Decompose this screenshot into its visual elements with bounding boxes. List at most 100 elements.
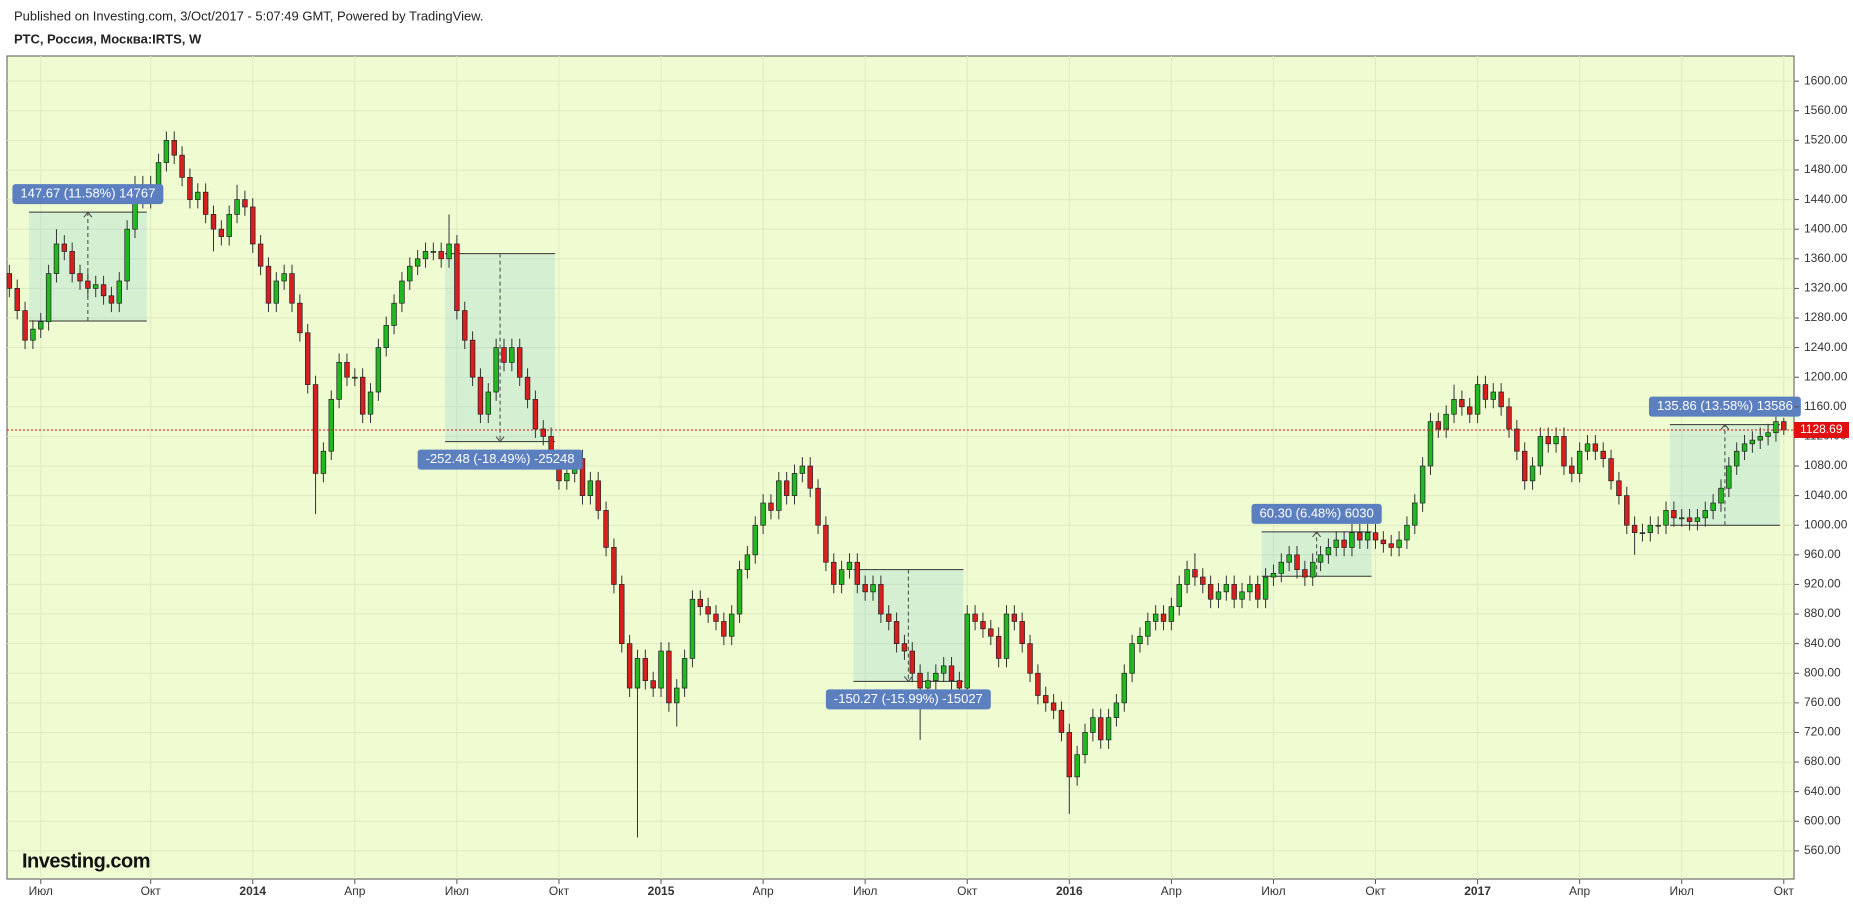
- candle-body: [658, 650, 664, 689]
- candle-body: [1498, 391, 1504, 408]
- candle-body: [634, 658, 641, 689]
- candle-body: [195, 191, 201, 200]
- candle-body: [980, 621, 986, 630]
- candle-body: [1129, 643, 1135, 674]
- candle-body: [1357, 532, 1363, 541]
- y-tick-label: 640.00: [1804, 784, 1841, 798]
- candle-body: [1726, 465, 1732, 489]
- candle-body: [485, 391, 492, 415]
- candle-body: [320, 450, 327, 474]
- y-tick-label: 1160.00: [1804, 399, 1847, 413]
- candle-body: [30, 328, 36, 341]
- published-note: Published on Investing.com, 3/Oct/2017 -…: [14, 8, 483, 23]
- candle-body: [1663, 510, 1669, 526]
- candle-body: [1278, 561, 1285, 574]
- candle-body: [85, 280, 91, 289]
- candle-body: [901, 643, 908, 652]
- candle-body: [116, 280, 122, 304]
- x-tick-label: Июл: [29, 884, 53, 898]
- candle-body: [1396, 539, 1402, 548]
- candle-body: [336, 362, 342, 400]
- candle-body: [1404, 524, 1410, 541]
- candle-body: [1773, 421, 1779, 434]
- candle-body: [69, 251, 75, 274]
- candle-body: [964, 613, 970, 689]
- candle-body: [1521, 450, 1528, 482]
- candle-body: [1474, 384, 1481, 415]
- candle-body: [940, 665, 947, 674]
- candle-body: [155, 162, 162, 186]
- candle-body: [1239, 591, 1245, 600]
- candle-body: [956, 680, 963, 689]
- candle-body: [948, 665, 955, 682]
- candle-body: [383, 325, 389, 348]
- x-tick-label: Апр: [344, 884, 366, 898]
- candle-body: [1152, 613, 1159, 622]
- candle-body: [1537, 436, 1544, 467]
- x-tick-label: Окт: [141, 884, 162, 898]
- candle-body: [6, 273, 13, 289]
- candle-body: [988, 628, 994, 637]
- y-tick-label: 1000.00: [1804, 517, 1848, 531]
- candle-body: [265, 265, 272, 304]
- candle-body: [1435, 421, 1442, 430]
- candle-body: [846, 561, 853, 570]
- candle-body: [1231, 584, 1237, 600]
- candle-body: [972, 613, 978, 622]
- candle-body: [626, 643, 633, 689]
- candle-body: [1137, 635, 1143, 644]
- candle-body: [736, 569, 743, 615]
- candle-body: [1145, 621, 1151, 637]
- candle-body: [1270, 572, 1277, 578]
- candle-body: [438, 251, 444, 260]
- candle-body: [1584, 443, 1591, 452]
- candle-body: [925, 680, 931, 689]
- y-tick-label: 1200.00: [1804, 369, 1848, 383]
- y-tick-label: 960.00: [1804, 547, 1841, 561]
- candle-body: [799, 465, 806, 474]
- candle-body: [1765, 432, 1771, 437]
- y-tick-label: 1360.00: [1804, 251, 1848, 265]
- candle-body: [305, 332, 311, 385]
- candle-body: [1090, 717, 1096, 733]
- y-tick-label: 1560.00: [1804, 103, 1848, 117]
- candle-body: [1679, 517, 1685, 520]
- y-tick-label: 1320.00: [1804, 281, 1848, 295]
- candle-body: [768, 502, 774, 511]
- candle-body: [289, 273, 295, 304]
- candle-body: [359, 376, 366, 415]
- x-tick-label: 2016: [1056, 884, 1083, 898]
- candle-body: [367, 391, 374, 415]
- y-tick-label: 600.00: [1804, 813, 1841, 827]
- candle-body: [1781, 421, 1787, 431]
- candle-body: [721, 621, 727, 637]
- candle-body: [564, 473, 570, 482]
- candle-body: [1317, 554, 1324, 563]
- candle-body: [791, 473, 798, 496]
- measure-label: -252.48 (-18.49%) -25248: [426, 451, 575, 466]
- candle-body: [202, 191, 209, 215]
- candle-body: [281, 273, 287, 282]
- candle-body: [1043, 695, 1049, 704]
- candle-body: [77, 273, 83, 282]
- candle-body: [1184, 569, 1190, 585]
- y-tick-label: 880.00: [1804, 606, 1841, 620]
- candle-body: [1105, 717, 1112, 741]
- candle-body: [1686, 517, 1693, 522]
- y-tick-label: 680.00: [1804, 754, 1841, 768]
- candle-body: [1372, 532, 1379, 541]
- candle-body: [1082, 732, 1088, 756]
- candle-body: [1482, 384, 1489, 400]
- candle-body: [752, 524, 758, 556]
- candle-body: [1121, 672, 1127, 704]
- measure-label: 147.67 (11.58%) 14767: [20, 186, 155, 201]
- candle-body: [124, 228, 130, 282]
- candle-body: [603, 510, 609, 548]
- candle-body: [352, 376, 358, 379]
- candle-body: [1451, 399, 1457, 415]
- symbol-title: РТС, Россия, Москва:IRTS, W: [14, 31, 202, 46]
- y-tick-label: 1600.00: [1804, 73, 1848, 87]
- measure-arrowhead: [1720, 423, 1730, 430]
- candle-body: [1412, 502, 1418, 526]
- candle-body: [1302, 569, 1308, 578]
